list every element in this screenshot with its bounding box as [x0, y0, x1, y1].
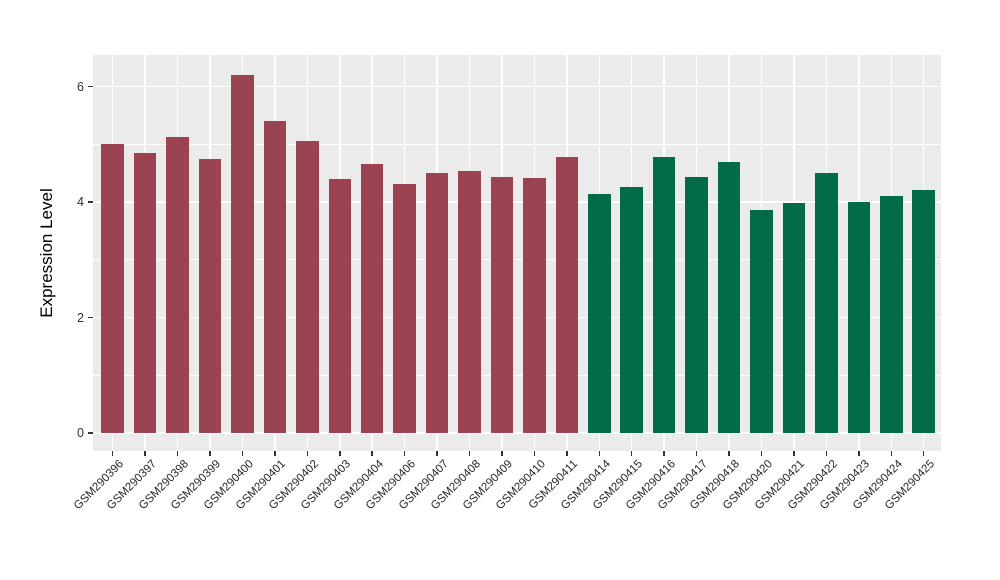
- x-axis-tick: [111, 451, 114, 456]
- x-axis-tick: [630, 451, 633, 456]
- y-tick-label: 2: [77, 310, 84, 325]
- x-axis-tick: [890, 451, 892, 456]
- x-axis-tick: [728, 451, 730, 456]
- bar-GSM290406: [393, 183, 416, 433]
- bar-GSM290423: [847, 202, 871, 433]
- bar-GSM290403: [328, 179, 352, 433]
- y-axis-tick: [88, 85, 93, 88]
- x-axis-tick: [468, 451, 471, 456]
- y-tick-label: 0: [77, 426, 84, 440]
- y-tick-label: 6: [77, 79, 84, 94]
- x-axis-tick: [209, 451, 211, 456]
- major-gridline: [93, 432, 941, 434]
- major-gridline: [93, 85, 941, 88]
- x-axis-tick: [403, 451, 406, 456]
- x-axis-tick: [274, 451, 276, 456]
- bar-GSM290401: [263, 121, 287, 433]
- bar-GSM290397: [133, 152, 157, 433]
- x-axis-tick: [339, 451, 341, 456]
- x-axis-tick: [306, 451, 309, 456]
- minor-gridline: [93, 143, 941, 145]
- x-axis-tick: [663, 451, 665, 456]
- bar-GSM290404: [360, 164, 384, 433]
- bar-GSM290411: [555, 156, 579, 433]
- y-axis-tick: [88, 316, 93, 319]
- x-axis-tick: [241, 451, 244, 456]
- bar-GSM290417: [685, 176, 708, 433]
- plot-panel: [93, 55, 941, 451]
- x-axis-tick: [371, 451, 373, 456]
- x-axis-tick: [501, 451, 503, 456]
- bar-GSM290418: [717, 162, 741, 433]
- y-tick-label: 4: [77, 195, 84, 209]
- x-axis-tick: [598, 451, 601, 456]
- bar-GSM290415: [620, 186, 643, 433]
- bar-GSM290425: [912, 189, 935, 433]
- bar-GSM290408: [458, 170, 481, 433]
- bar-GSM290409: [490, 176, 514, 433]
- bar-GSM290422: [815, 173, 838, 433]
- bar-GSM290400: [231, 74, 254, 433]
- x-axis-tick: [760, 451, 763, 456]
- x-axis-tick: [566, 451, 568, 456]
- bar-GSM290402: [296, 140, 319, 433]
- bar-GSM290421: [782, 203, 806, 433]
- x-axis-tick: [533, 451, 536, 456]
- bar-GSM290416: [652, 156, 676, 433]
- bar-GSM290399: [198, 158, 222, 433]
- y-axis-tick: [88, 432, 93, 434]
- bar-GSM290420: [750, 210, 773, 433]
- x-axis-tick: [793, 451, 795, 456]
- x-axis-tick: [858, 451, 860, 456]
- major-gridline: [93, 316, 941, 319]
- x-axis-tick: [436, 451, 438, 456]
- y-axis-title: Expression Level: [37, 188, 56, 318]
- y-axis-tick: [88, 201, 93, 203]
- major-gridline: [93, 201, 941, 203]
- bar-GSM290407: [425, 172, 449, 433]
- bar-GSM290396: [101, 144, 124, 433]
- bar-GSM290414: [588, 193, 611, 433]
- x-axis-tick: [922, 451, 925, 456]
- x-axis-tick: [825, 451, 828, 456]
- bar-GSM290424: [880, 195, 903, 433]
- bar-GSM290398: [166, 136, 189, 433]
- minor-gridline: [93, 374, 941, 376]
- x-axis-tick: [695, 451, 698, 456]
- minor-gridline: [93, 259, 941, 261]
- x-axis-tick: [144, 451, 146, 456]
- x-axis-tick: [176, 451, 179, 456]
- bar-GSM290410: [523, 177, 546, 433]
